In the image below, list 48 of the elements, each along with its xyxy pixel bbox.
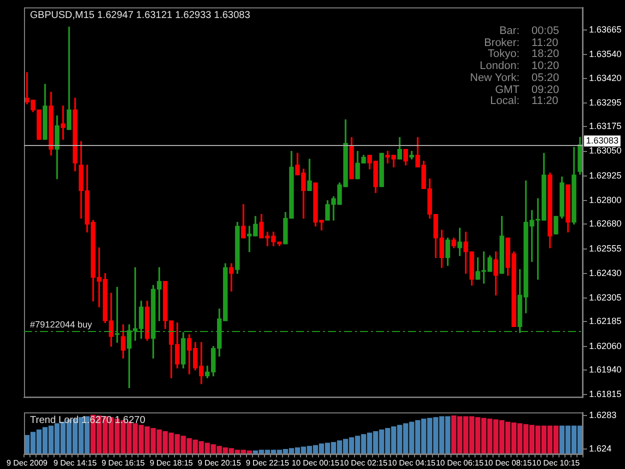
y-tick-label: 1.63050 [589,146,622,156]
annotation: New York: [470,72,520,85]
x-tick-label: 9 Dec 2009 [6,458,48,468]
y-tick-label: 1.63295 [589,97,622,108]
y-tick-label: 1.62430 [589,268,622,278]
y-tick-label: 1.61815 [589,389,622,400]
annotation: GMT [494,84,520,96]
x-tick-label: 10 Dec 10:15 [532,458,580,468]
annotation: London: [478,60,520,73]
annotation: 09:20 [532,84,560,96]
annotation: 18:20 [532,48,560,61]
y-tick-label: 1.62060 [589,340,622,351]
candlestick [379,152,384,188]
annotation: Local: [489,95,520,108]
annotation: 00:05 [532,25,560,38]
annotation: 11:20 [532,36,560,49]
x-tick-label: 9 Dec 14:15 [54,458,98,468]
annotation: Broker: [483,36,520,49]
y-tick-label: 1.63420 [589,72,622,83]
x-tick-label: 9 Dec 18:15 [150,458,194,468]
x-tick-label: 10 Dec 00:15 [292,458,340,468]
annotation: 10:20 [532,60,560,73]
y-tick-label: 1.62680 [589,218,622,229]
annotation: Bar: [498,25,520,38]
y-tick-label: 1.63665 [589,24,622,35]
ref-line-label: #79122044 buy [30,319,93,330]
y-tick-label: 1.62185 [589,316,622,326]
x-tick-label: 9 Dec 22:15 [246,458,290,468]
chart-title: GBPUSD,M15 1.62947 1.63121 1.62933 1.63083 [30,10,250,21]
x-tick-label: 10 Dec 04:15 [388,458,436,468]
y-tick-label: 1.63540 [589,49,622,60]
y-tick-label: 1.62800 [589,195,622,206]
ref-line-label: 1.63083 [586,135,619,146]
x-tick-label: 10 Dec 08:15 [484,458,532,468]
y-tick-label: 1.6283 [589,410,617,420]
y-tick-label: 1.62555 [589,243,622,254]
x-tick-label: 10 Dec 02:15 [340,458,388,468]
annotation: 11:20 [532,95,560,108]
y-tick-label: 1.62305 [589,292,622,303]
annotation: Tokyo: [486,48,520,61]
y-tick-label: 1.62925 [589,170,622,180]
y-tick-label: 1.63175 [589,121,622,132]
x-tick-label: 10 Dec 06:15 [436,458,484,468]
annotation: 05:20 [532,72,560,85]
y-tick-label: 1.624 [589,443,612,454]
y-tick-label: 1.61940 [589,364,622,374]
x-tick-label: 9 Dec 16:15 [102,458,146,468]
x-tick-label: 9 Dec 20:15 [198,458,242,468]
